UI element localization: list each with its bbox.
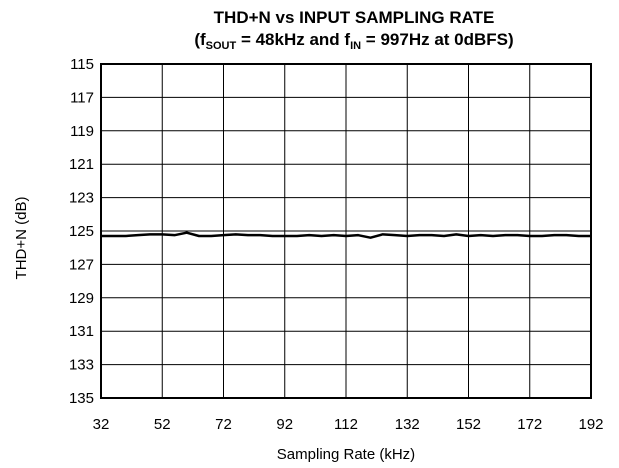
x-tick-label: 172 (517, 416, 542, 433)
chart-title: THD+N vs INPUT SAMPLING RATE (214, 8, 495, 27)
x-axis-label: Sampling Rate (kHz) (277, 446, 415, 463)
y-tick-label: 117 (70, 89, 94, 106)
y-tick-label: 121 (69, 156, 94, 173)
y-tick-label: 133 (69, 357, 94, 374)
y-tick-label: 129 (69, 290, 94, 307)
y-tick-label: 123 (69, 190, 94, 207)
x-tick-label: 72 (215, 416, 232, 433)
series-layer (101, 231, 591, 239)
plot-frame (100, 63, 592, 399)
y-tick-label: 125 (69, 223, 94, 240)
x-tick-label: 192 (578, 416, 603, 433)
y-tick-label: 127 (69, 256, 94, 273)
y-tick-labels: 115 117 119 121 123 125 127 129 131 133 135 (69, 56, 94, 407)
x-tick-label: 112 (334, 416, 358, 433)
x-tick-label: 92 (276, 416, 293, 433)
grid (100, 63, 592, 399)
x-tick-label: 132 (395, 416, 420, 433)
x-tick-labels: 32 52 72 92 112 132 152 172 192 (93, 416, 604, 433)
x-tick-label: 32 (93, 416, 110, 433)
y-tick-label: 131 (69, 323, 94, 340)
chart-subtitle: (fSOUT = 48kHz and fIN = 997Hz at 0dBFS) (194, 30, 513, 52)
y-tick-label: 115 (70, 56, 94, 73)
y-axis-label: THD+N (dB) (13, 197, 30, 280)
x-tick-label: 52 (154, 416, 171, 433)
y-tick-label: 119 (70, 123, 94, 140)
y-tick-label: 135 (69, 390, 94, 407)
x-tick-label: 152 (456, 416, 481, 433)
series-line (101, 231, 591, 239)
